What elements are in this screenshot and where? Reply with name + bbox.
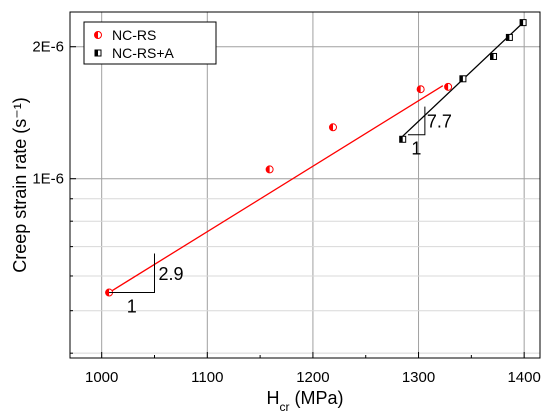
marker-fill [329, 123, 333, 131]
slope-label-2: 7.7 [427, 112, 452, 132]
square-marker [399, 135, 407, 143]
x-tick-label: 1400 [507, 369, 540, 386]
grid-lines [70, 12, 540, 358]
run-label-2: 1 [411, 139, 421, 159]
marker-fill [105, 289, 110, 297]
slope-triangle-2 [407, 106, 426, 136]
x-tick-label: 1000 [85, 369, 118, 386]
run-label-1: 1 [127, 297, 137, 317]
y-tick-label: 2E-6 [32, 39, 64, 56]
x-tick-label: 1100 [191, 369, 223, 386]
marker-fill [444, 83, 449, 91]
slope-annotations: 2.9 1 7.7 1 [109, 106, 452, 317]
slope-label-1: 2.9 [158, 264, 183, 284]
marker-fill [506, 34, 510, 41]
data-points [105, 19, 527, 297]
marker-fill [399, 136, 403, 143]
circle-marker [265, 165, 274, 174]
y-tick-label: 1E-6 [32, 171, 64, 188]
marker-fill [520, 19, 524, 26]
slope-triangle-1 [109, 253, 155, 294]
legend-label: NC-RS [112, 27, 156, 43]
x-axis-label-sub: cr [280, 400, 290, 414]
fit-line [108, 85, 444, 294]
legend-marker-fill [95, 50, 98, 56]
marker-fill [266, 165, 270, 173]
circle-marker [416, 85, 425, 94]
legend-marker-fill [94, 31, 98, 39]
marker-fill [459, 75, 463, 82]
x-axis-label-main: H [267, 388, 280, 408]
legend: NC-RS NC-RS+A [83, 21, 217, 65]
x-axis-label: Hcr (MPa) [267, 388, 344, 414]
x-tick-label: 1300 [402, 369, 435, 386]
y-axis-label: Creep strain rate (s⁻¹) [10, 97, 30, 273]
x-axis-label-rest: (MPa) [290, 388, 344, 408]
circle-marker [444, 82, 453, 91]
square-marker [505, 33, 513, 41]
x-tick-label: 1200 [296, 369, 329, 386]
marker-fill [417, 85, 421, 93]
square-marker [519, 19, 527, 27]
marker-fill [490, 53, 494, 60]
plot-frame [69, 11, 541, 359]
legend-box [83, 21, 217, 65]
square-marker [490, 52, 498, 60]
circle-marker [328, 123, 337, 132]
square-marker [459, 75, 467, 83]
axis-ticks: 1000 1100 1200 1300 1400 1E-6 2E-6 [32, 39, 541, 386]
legend-label: NC-RS+A [112, 45, 175, 61]
